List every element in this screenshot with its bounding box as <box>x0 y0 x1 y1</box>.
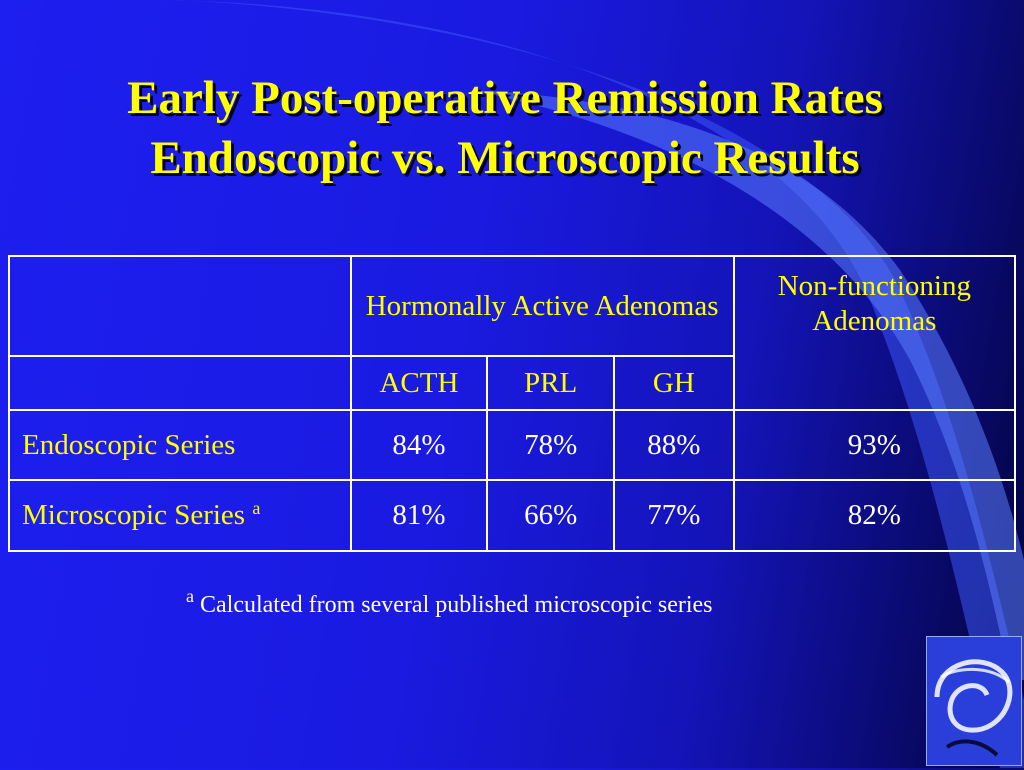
hormonally-active-header: Hormonally Active Adenomas <box>349 255 735 357</box>
acth-header: ACTH <box>349 355 489 411</box>
row-label-text: Endoscopic Series <box>22 428 236 461</box>
microscopic-acth-cell: 81% <box>349 479 489 552</box>
microscopic-gh-cell: 77% <box>612 479 735 552</box>
table-row: Microscopic Series a 81% 66% 77% 82% <box>8 479 1017 552</box>
title-line-2: Endoscopic vs. Microscopic Results <box>150 132 860 184</box>
prl-header: PRL <box>486 355 615 411</box>
footnote: a Calculated from several published micr… <box>186 587 713 619</box>
remission-rates-table: Hormonally Active Adenomas Non-functioni… <box>8 255 1017 552</box>
endoscopic-nonfunctioning-cell: 93% <box>732 409 1017 481</box>
table-subheader-row: ACTH PRL GH <box>8 355 1015 411</box>
row-label-text: Microscopic Series <box>22 499 246 531</box>
institution-logo <box>926 636 1022 766</box>
slide-title: Early Post-operative Remission Rates End… <box>0 68 1010 188</box>
non-functioning-header: Non-functioning Adenomas <box>732 255 1017 411</box>
table-header-row: Hormonally Active Adenomas Non-functioni… <box>8 255 1017 411</box>
gh-header: GH <box>612 355 735 411</box>
endoscopic-prl-cell: 78% <box>486 409 615 481</box>
footnote-marker: a <box>252 498 261 518</box>
microscopic-prl-cell: 66% <box>486 479 615 552</box>
empty-corner-cell <box>8 255 352 357</box>
empty-subheader-cell <box>8 355 352 411</box>
title-line-1: Early Post-operative Remission Rates <box>127 72 883 124</box>
endoscopic-gh-cell: 88% <box>612 409 735 481</box>
footnote-text: Calculated from several published micros… <box>200 592 713 618</box>
microscopic-nonfunctioning-cell: 82% <box>732 479 1017 552</box>
footnote-marker: a <box>186 586 194 606</box>
row-label-endoscopic: Endoscopic Series <box>8 409 352 481</box>
endoscopic-acth-cell: 84% <box>349 409 489 481</box>
row-label-microscopic: Microscopic Series a <box>8 479 352 552</box>
table-row: Endoscopic Series 84% 78% 88% 93% <box>8 409 1017 481</box>
brain-swirl-icon <box>934 659 1013 757</box>
